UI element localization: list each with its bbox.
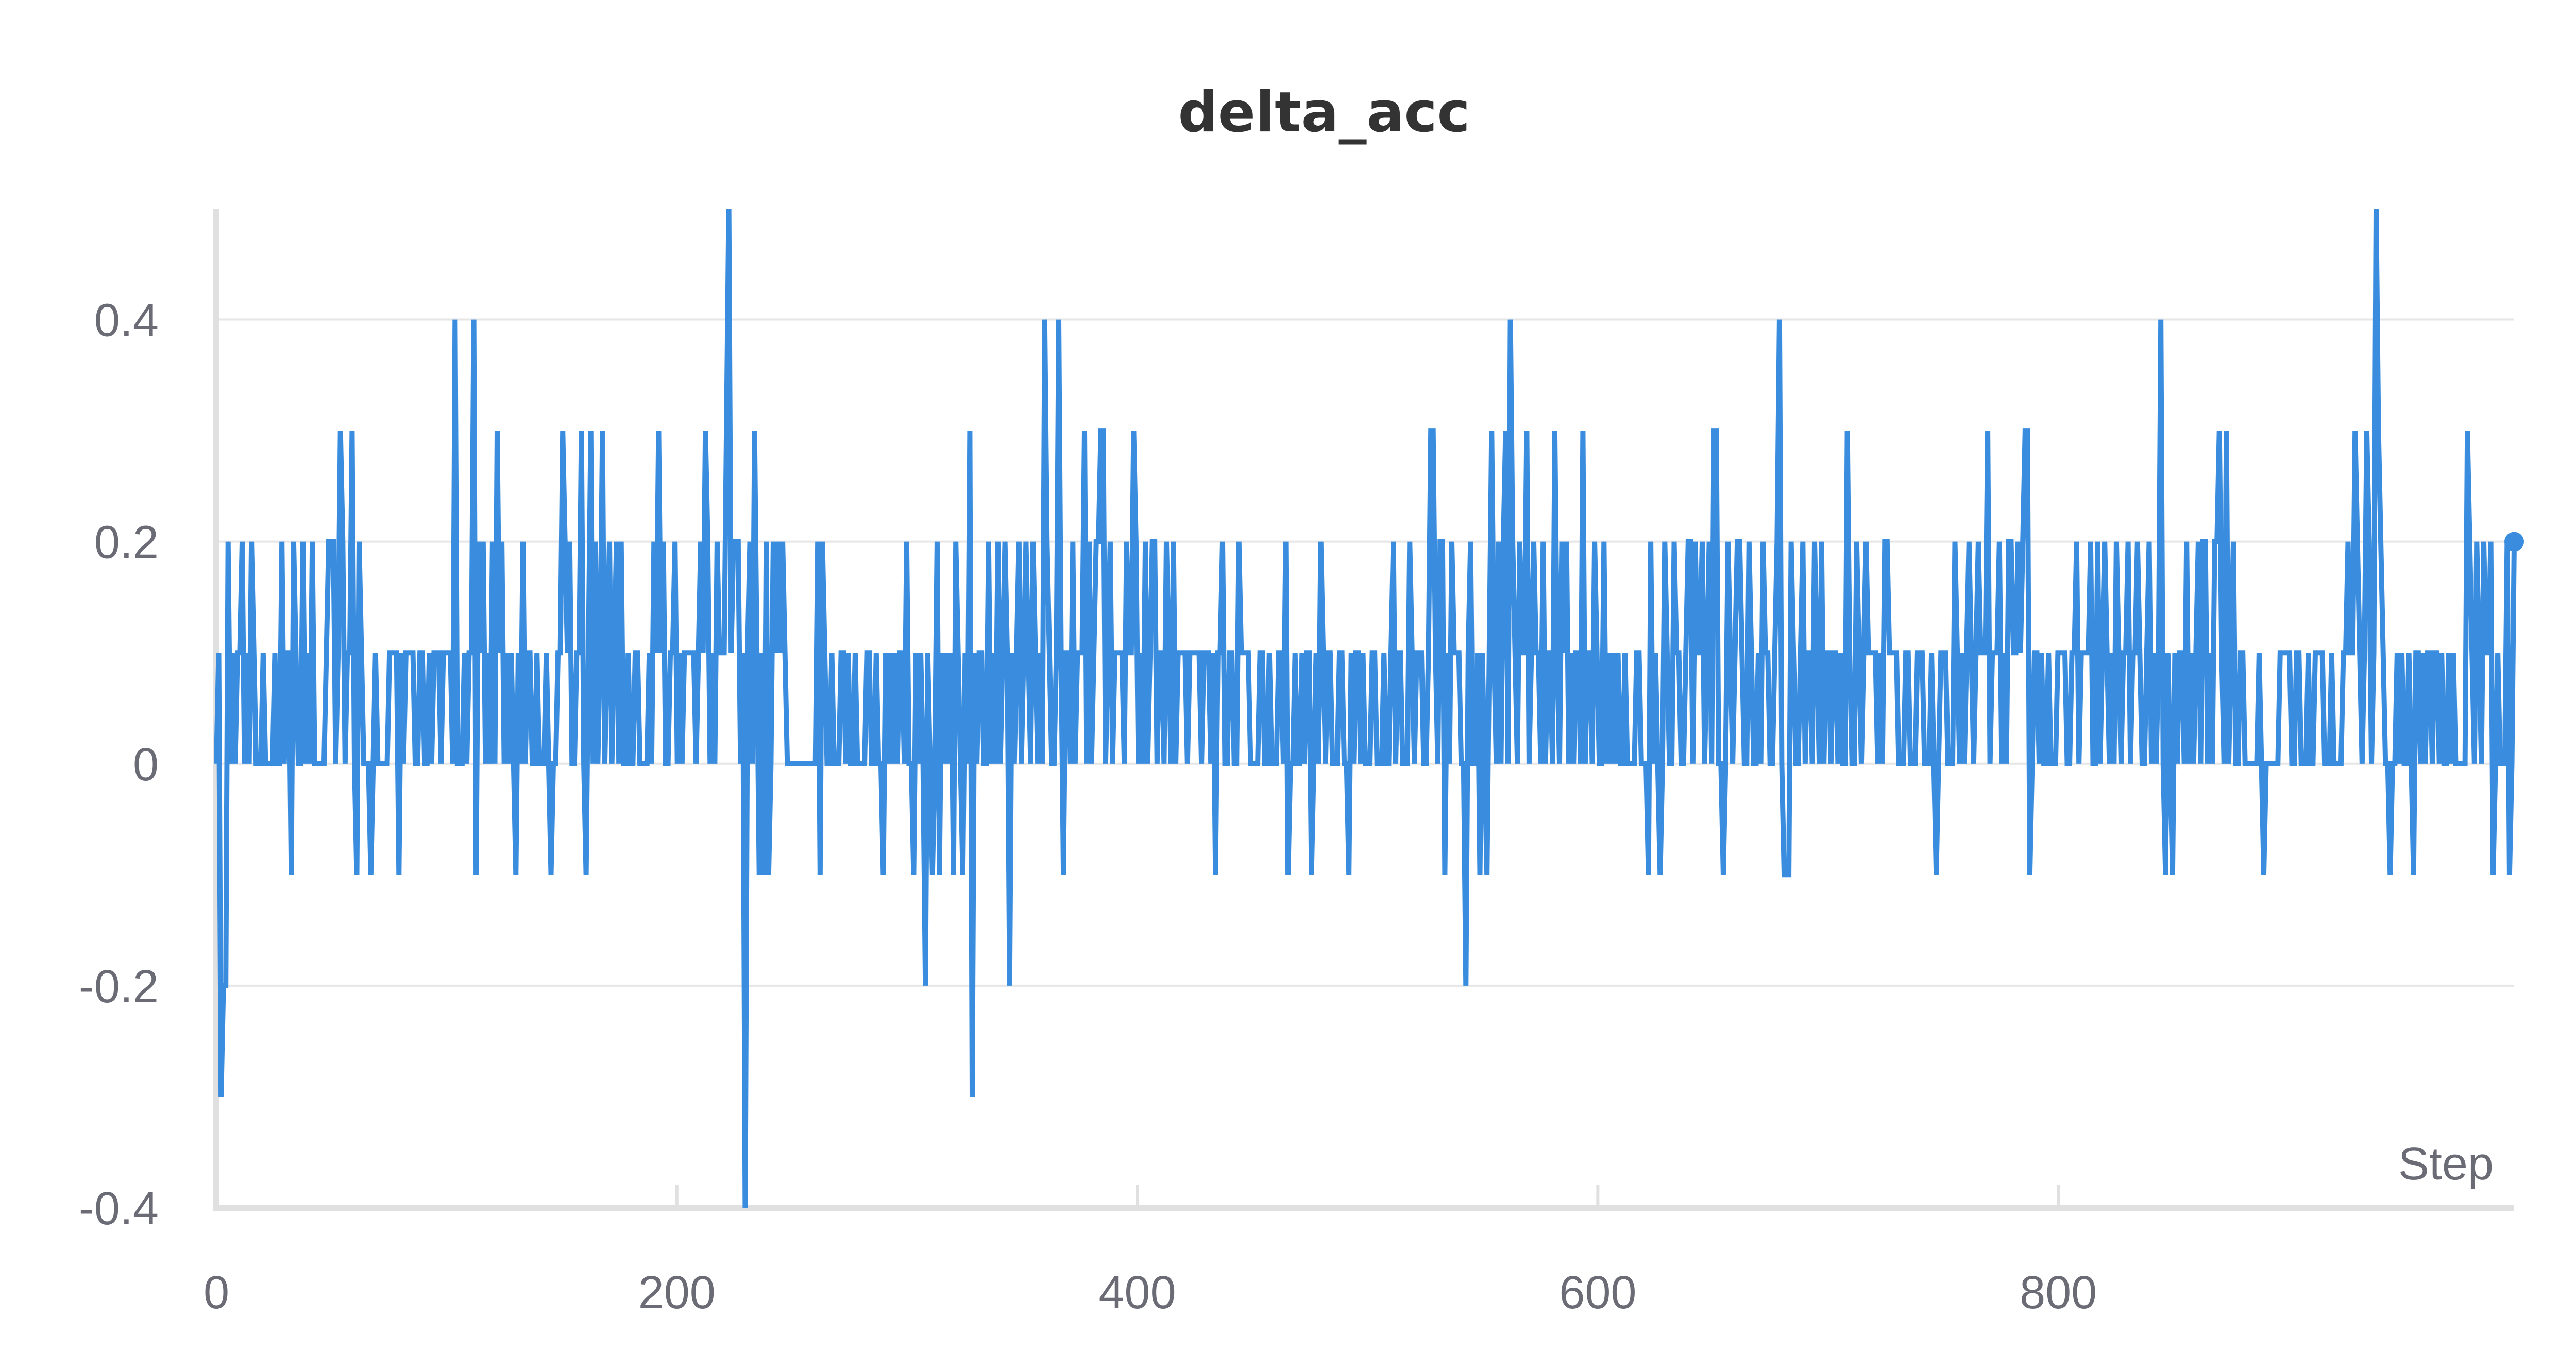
series (214, 208, 2524, 1208)
x-tick-label: 800 (2020, 1267, 2097, 1319)
y-tick-label: 0.4 (94, 295, 159, 347)
x-axis-ticks: 0 200 400 600 800 (204, 1185, 2097, 1319)
y-tick-label: 0 (133, 739, 159, 791)
x-tick-label: 400 (1098, 1267, 1176, 1319)
series-last-point (2504, 532, 2524, 552)
y-axis-ticks: 0.4 0.2 0 -0.2 -0.4 (79, 295, 159, 1235)
y-tick-label: -0.2 (79, 961, 159, 1013)
y-tick-label: -0.4 (79, 1183, 159, 1235)
x-axis-label: Step (2398, 1138, 2494, 1190)
x-tick-label: 0 (204, 1267, 229, 1319)
series-line (214, 208, 2517, 1208)
chart-title: delta_acc (1178, 80, 1470, 145)
x-tick-label: 200 (638, 1267, 716, 1319)
x-tick-label: 600 (1559, 1267, 1636, 1319)
y-tick-label: 0.2 (94, 517, 159, 569)
